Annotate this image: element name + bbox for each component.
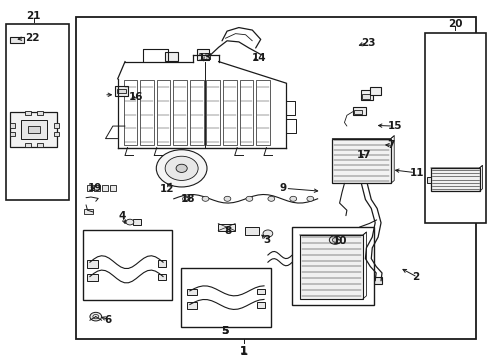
Bar <box>54 123 59 127</box>
Bar <box>86 185 92 191</box>
Bar <box>25 143 31 147</box>
Text: 8: 8 <box>224 226 232 236</box>
Circle shape <box>306 196 313 201</box>
Bar <box>76 17 475 339</box>
Bar <box>186 302 196 309</box>
Circle shape <box>245 196 252 201</box>
Circle shape <box>202 196 208 201</box>
Bar <box>83 209 93 214</box>
Bar <box>158 260 165 267</box>
Bar <box>140 80 154 145</box>
Bar <box>361 94 369 99</box>
Circle shape <box>165 156 198 180</box>
Bar <box>10 112 57 147</box>
Bar <box>87 260 98 267</box>
Text: 21: 21 <box>26 11 41 21</box>
Text: 9: 9 <box>279 183 286 193</box>
Bar <box>123 80 137 145</box>
Text: 5: 5 <box>221 326 228 336</box>
Bar <box>37 143 42 147</box>
Bar <box>245 228 259 235</box>
Circle shape <box>126 219 134 225</box>
Bar <box>189 80 203 145</box>
Text: 3: 3 <box>263 235 270 245</box>
Circle shape <box>224 196 230 201</box>
Bar <box>37 111 42 114</box>
Text: 4: 4 <box>119 211 126 221</box>
Text: 2: 2 <box>411 272 418 282</box>
Bar <box>164 51 178 60</box>
Bar <box>117 89 125 93</box>
Circle shape <box>331 238 337 242</box>
Bar <box>10 132 15 136</box>
Circle shape <box>267 196 274 201</box>
Text: 20: 20 <box>447 19 462 29</box>
Bar <box>239 80 253 145</box>
Bar <box>331 139 390 183</box>
Bar <box>10 36 24 43</box>
Bar <box>196 49 209 60</box>
Bar <box>256 302 265 308</box>
Circle shape <box>289 196 296 201</box>
Text: 1: 1 <box>239 345 247 357</box>
Bar <box>102 185 108 191</box>
Text: 19: 19 <box>87 183 102 193</box>
Bar <box>299 235 362 299</box>
Bar <box>353 110 361 114</box>
Bar <box>28 126 40 133</box>
Bar <box>206 80 220 145</box>
Bar <box>360 90 372 100</box>
Bar <box>369 87 380 95</box>
Bar <box>158 274 165 280</box>
Text: 23: 23 <box>361 37 375 48</box>
Bar <box>430 168 479 191</box>
Bar <box>292 227 373 305</box>
Bar <box>426 177 430 183</box>
Bar <box>10 123 15 127</box>
Circle shape <box>329 236 340 244</box>
Circle shape <box>176 164 187 172</box>
Text: 1: 1 <box>240 346 246 356</box>
Text: 18: 18 <box>181 194 195 204</box>
Text: 13: 13 <box>198 53 212 63</box>
Bar <box>54 132 59 136</box>
Text: 11: 11 <box>408 168 423 177</box>
Bar <box>424 33 485 223</box>
Bar <box>87 274 98 281</box>
Circle shape <box>263 230 272 237</box>
Text: 22: 22 <box>25 33 40 43</box>
Text: 7: 7 <box>386 140 394 150</box>
Text: 12: 12 <box>159 184 174 194</box>
Bar <box>133 219 141 225</box>
Bar <box>223 80 236 145</box>
Bar <box>186 289 196 295</box>
Bar <box>202 53 209 59</box>
Text: 16: 16 <box>128 93 142 102</box>
Bar <box>21 120 47 139</box>
Text: 17: 17 <box>356 150 371 161</box>
Text: 15: 15 <box>386 121 401 131</box>
Bar <box>256 289 265 294</box>
Bar <box>115 86 128 96</box>
Bar <box>110 185 116 191</box>
Bar <box>25 111 31 114</box>
Text: 6: 6 <box>104 315 111 325</box>
Text: 14: 14 <box>251 53 265 63</box>
Bar <box>82 230 171 300</box>
Bar <box>181 267 271 327</box>
Bar <box>218 224 235 231</box>
Circle shape <box>182 196 189 201</box>
Bar <box>256 80 269 145</box>
Bar <box>157 80 170 145</box>
Text: 10: 10 <box>332 237 346 246</box>
Bar <box>94 185 100 191</box>
Circle shape <box>90 312 102 321</box>
Text: 5: 5 <box>221 326 228 336</box>
Bar <box>173 80 186 145</box>
Circle shape <box>176 154 186 161</box>
Bar <box>5 24 69 199</box>
Bar <box>368 277 381 284</box>
Circle shape <box>156 150 206 187</box>
Bar <box>352 107 366 115</box>
